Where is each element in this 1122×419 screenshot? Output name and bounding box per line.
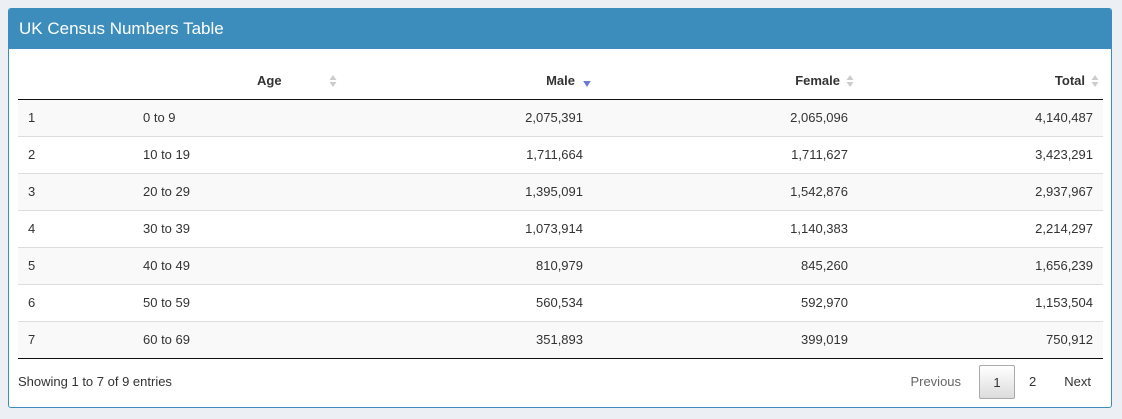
table-row: 3 20 to 29 1,395,091 1,542,876 2,937,967 [18,172,1103,210]
column-header-female-label: Female [795,73,840,89]
sort-both-icon [329,75,337,87]
box-title: UK Census Numbers Table [19,19,224,38]
cell-age: 30 to 39 [133,209,343,247]
cell-male: 2,075,391 [525,110,583,125]
table-row: 6 50 to 59 560,534 592,970 1,153,504 [18,283,1103,321]
cell-age: 10 to 19 [133,135,343,173]
census-table: Age Male Female [18,63,1103,359]
cell-index: 5 [18,246,133,284]
cell-female: 1,140,383 [593,209,858,247]
cell-female: 592,970 [593,283,858,321]
cell-age: 40 to 49 [133,246,343,284]
cell-age: 60 to 69 [133,320,343,359]
cell-male: 351,893 [343,320,593,359]
cell-age: 20 to 29 [133,172,343,210]
column-header-index [18,63,133,100]
cell-index: 3 [18,172,133,210]
cell-female: 1,711,627 [593,135,858,173]
sort-desc-icon [583,81,591,87]
column-header-female[interactable]: Female [593,63,858,100]
census-table-box: UK Census Numbers Table Age Male [8,8,1112,408]
pagination: Previous 1 2 Next [898,364,1103,400]
cell-total: 3,423,291 [858,135,1103,173]
column-header-male[interactable]: Male [343,63,593,100]
previous-button[interactable]: Previous [910,374,962,389]
cell-index: 1 [28,110,36,125]
table-row: 1 0 to 9 2,075,391 2,065,096 4,140,487 [18,99,1103,136]
cell-index: 7 [18,320,133,359]
cell-male: 560,534 [343,283,593,321]
cell-age: 50 to 59 [133,283,343,321]
sort-both-icon [846,75,854,87]
cell-female: 399,019 [593,320,858,359]
cell-index: 4 [18,209,133,247]
cell-male: 810,979 [343,246,593,284]
column-header-male-label: Male [546,73,575,89]
box-header: UK Census Numbers Table [9,9,1111,49]
entries-info: Showing 1 to 7 of 9 entries [18,374,172,389]
table-wrapper: Age Male Female [18,63,1103,359]
column-header-total-label: Total [1054,73,1085,89]
table-footer: Showing 1 to 7 of 9 entries Previous 1 2… [18,364,1103,400]
page-button-2[interactable]: 2 [1029,374,1037,389]
table-row: 2 10 to 19 1,711,664 1,711,627 3,423,291 [18,135,1103,173]
cell-index: 2 [18,135,133,173]
table-row: 5 40 to 49 810,979 845,260 1,656,239 [18,246,1103,284]
table-header-row: Age Male Female [18,63,1103,100]
cell-female: 1,542,876 [593,172,858,210]
column-header-total[interactable]: Total [858,63,1103,100]
cell-total: 4,140,487 [1035,110,1093,125]
cell-female: 2,065,096 [790,110,848,125]
cell-age: 0 to 9 [143,110,176,125]
cell-total: 1,153,504 [858,283,1103,321]
table-row: 7 60 to 69 351,893 399,019 750,912 [18,320,1103,359]
sort-both-icon [1091,75,1099,87]
table-row: 4 30 to 39 1,073,914 1,140,383 2,214,297 [18,209,1103,247]
cell-total: 2,937,967 [858,172,1103,210]
column-header-age-label: Age [257,73,282,89]
cell-total: 1,656,239 [858,246,1103,284]
column-header-age[interactable]: Age [133,63,343,100]
cell-total: 750,912 [858,320,1103,359]
next-button[interactable]: Next [1064,374,1091,389]
cell-index: 6 [18,283,133,321]
cell-female: 845,260 [593,246,858,284]
cell-male: 1,395,091 [343,172,593,210]
cell-male: 1,073,914 [343,209,593,247]
cell-total: 2,214,297 [858,209,1103,247]
cell-male: 1,711,664 [343,135,593,173]
page-button-1[interactable]: 1 [979,365,1016,399]
